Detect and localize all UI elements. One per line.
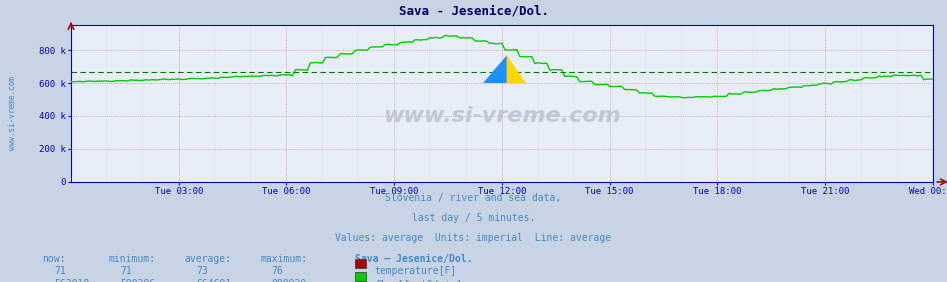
Text: www.si-vreme.com: www.si-vreme.com bbox=[8, 76, 17, 150]
Text: 888920: 888920 bbox=[272, 279, 307, 282]
Text: 76: 76 bbox=[272, 266, 283, 276]
Text: 73: 73 bbox=[196, 266, 207, 276]
Text: minimum:: minimum: bbox=[109, 254, 156, 264]
Text: Slovenia / river and sea data,: Slovenia / river and sea data, bbox=[385, 193, 562, 203]
Text: www.si-vreme.com: www.si-vreme.com bbox=[383, 106, 621, 126]
Text: 664691: 664691 bbox=[196, 279, 231, 282]
Text: flow[foot3/min]: flow[foot3/min] bbox=[374, 279, 462, 282]
Text: 500296: 500296 bbox=[120, 279, 155, 282]
Text: temperature[F]: temperature[F] bbox=[374, 266, 456, 276]
Text: average:: average: bbox=[185, 254, 232, 264]
Text: Sava – Jesenice/Dol.: Sava – Jesenice/Dol. bbox=[355, 254, 473, 264]
Text: 71: 71 bbox=[54, 266, 65, 276]
Text: last day / 5 minutes.: last day / 5 minutes. bbox=[412, 213, 535, 223]
Text: Values: average  Units: imperial  Line: average: Values: average Units: imperial Line: av… bbox=[335, 233, 612, 243]
Text: now:: now: bbox=[43, 254, 66, 264]
Polygon shape bbox=[483, 55, 507, 83]
Text: maximum:: maximum: bbox=[260, 254, 308, 264]
Text: Sava - Jesenice/Dol.: Sava - Jesenice/Dol. bbox=[399, 4, 548, 17]
Text: 563018: 563018 bbox=[54, 279, 89, 282]
Text: 71: 71 bbox=[120, 266, 132, 276]
Polygon shape bbox=[507, 55, 526, 83]
